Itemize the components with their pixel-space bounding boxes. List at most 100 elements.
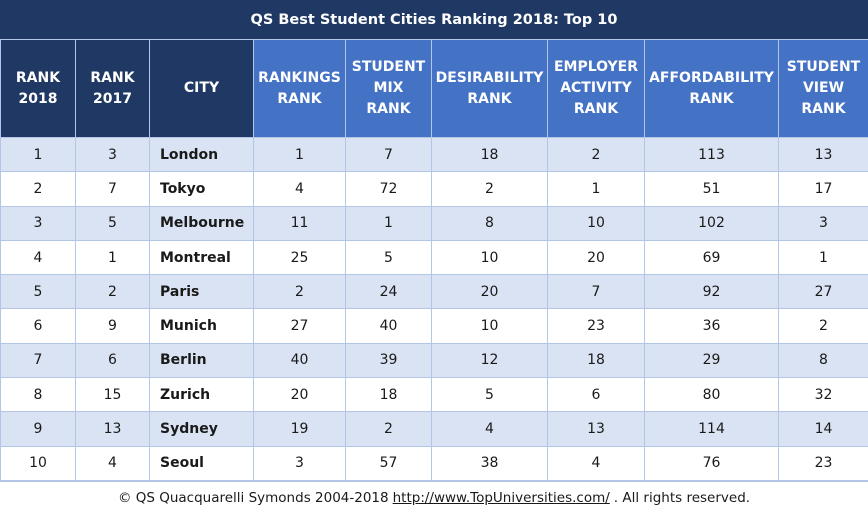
copyright-text: © QS Quacquarelli Symonds 2004-2018 [118, 490, 389, 506]
cell-rank-2017: 13 [76, 412, 150, 446]
cell-student-mix-rank: 2 [346, 412, 432, 446]
cell-desirability-rank: 18 [432, 138, 548, 172]
cell-student-view-rank: 27 [779, 275, 868, 309]
cell-rank-2017: 9 [76, 309, 150, 343]
column-header-student-mix-rank: STUDENT MIX RANK [346, 40, 432, 138]
copyright-footer: © QS Quacquarelli Symonds 2004-2018 http… [0, 481, 868, 514]
cell-employer-activity-rank: 4 [548, 446, 645, 480]
column-header-rank-2018: RANK 2018 [1, 40, 76, 138]
cell-city: Munich [150, 309, 254, 343]
cell-affordability-rank: 113 [645, 138, 779, 172]
table-title: QS Best Student Cities Ranking 2018: Top… [0, 0, 868, 40]
cell-student-view-rank: 3 [779, 206, 868, 240]
cell-affordability-rank: 76 [645, 446, 779, 480]
cell-rank-2017: 6 [76, 343, 150, 377]
cell-employer-activity-rank: 2 [548, 138, 645, 172]
cell-rankings-rank: 20 [254, 378, 346, 412]
cell-employer-activity-rank: 6 [548, 378, 645, 412]
cell-rank-2017: 1 [76, 240, 150, 274]
cell-employer-activity-rank: 18 [548, 343, 645, 377]
cell-student-mix-rank: 7 [346, 138, 432, 172]
cell-student-view-rank: 8 [779, 343, 868, 377]
cell-affordability-rank: 80 [645, 378, 779, 412]
cell-rankings-rank: 25 [254, 240, 346, 274]
cell-rank-2017: 3 [76, 138, 150, 172]
cell-rank-2017: 7 [76, 172, 150, 206]
cell-employer-activity-rank: 20 [548, 240, 645, 274]
cell-city: Berlin [150, 343, 254, 377]
cell-rank-2018: 4 [1, 240, 76, 274]
cell-city: Seoul [150, 446, 254, 480]
cell-student-view-rank: 23 [779, 446, 868, 480]
cell-rankings-rank: 11 [254, 206, 346, 240]
cell-student-mix-rank: 5 [346, 240, 432, 274]
cell-desirability-rank: 12 [432, 343, 548, 377]
cell-student-mix-rank: 24 [346, 275, 432, 309]
cell-rank-2018: 6 [1, 309, 76, 343]
cell-student-mix-rank: 18 [346, 378, 432, 412]
column-header-rank-2017: RANK 2017 [76, 40, 150, 138]
cell-city: Paris [150, 275, 254, 309]
cell-student-mix-rank: 39 [346, 343, 432, 377]
cell-student-view-rank: 2 [779, 309, 868, 343]
cell-student-mix-rank: 72 [346, 172, 432, 206]
cell-employer-activity-rank: 13 [548, 412, 645, 446]
cell-employer-activity-rank: 1 [548, 172, 645, 206]
cell-student-mix-rank: 1 [346, 206, 432, 240]
cell-student-view-rank: 14 [779, 412, 868, 446]
cell-desirability-rank: 8 [432, 206, 548, 240]
cell-rank-2017: 2 [76, 275, 150, 309]
cell-desirability-rank: 38 [432, 446, 548, 480]
cell-rank-2018: 1 [1, 138, 76, 172]
cell-city: London [150, 138, 254, 172]
cell-rankings-rank: 2 [254, 275, 346, 309]
cell-rank-2018: 2 [1, 172, 76, 206]
cell-employer-activity-rank: 23 [548, 309, 645, 343]
cell-rank-2018: 8 [1, 378, 76, 412]
cell-desirability-rank: 4 [432, 412, 548, 446]
cell-rank-2017: 5 [76, 206, 150, 240]
cell-student-mix-rank: 40 [346, 309, 432, 343]
cell-rank-2018: 10 [1, 446, 76, 480]
cell-affordability-rank: 102 [645, 206, 779, 240]
cell-affordability-rank: 36 [645, 309, 779, 343]
cell-student-view-rank: 17 [779, 172, 868, 206]
cell-rank-2018: 9 [1, 412, 76, 446]
cell-desirability-rank: 20 [432, 275, 548, 309]
cell-rankings-rank: 3 [254, 446, 346, 480]
column-header-employer-activity-rank: EMPLOYER ACTIVITY RANK [548, 40, 645, 138]
cell-rankings-rank: 4 [254, 172, 346, 206]
cell-rankings-rank: 1 [254, 138, 346, 172]
column-header-student-view-rank: STUDENT VIEW RANK [779, 40, 868, 138]
rights-text: . All rights reserved. [614, 490, 750, 506]
cell-rankings-rank: 40 [254, 343, 346, 377]
cell-rank-2017: 15 [76, 378, 150, 412]
cell-student-view-rank: 1 [779, 240, 868, 274]
column-header-city: CITY [150, 40, 254, 138]
cell-desirability-rank: 2 [432, 172, 548, 206]
cell-student-view-rank: 32 [779, 378, 868, 412]
cell-employer-activity-rank: 7 [548, 275, 645, 309]
cell-city: Tokyo [150, 172, 254, 206]
cell-city: Melbourne [150, 206, 254, 240]
column-header-rankings-rank: RANKINGS RANK [254, 40, 346, 138]
column-header-affordability-rank: AFFORDABILITY RANK [645, 40, 779, 138]
topuniversities-link[interactable]: http://www.TopUniversities.com/ [393, 490, 610, 506]
cell-student-view-rank: 13 [779, 138, 868, 172]
cell-employer-activity-rank: 10 [548, 206, 645, 240]
cell-affordability-rank: 29 [645, 343, 779, 377]
cell-desirability-rank: 5 [432, 378, 548, 412]
